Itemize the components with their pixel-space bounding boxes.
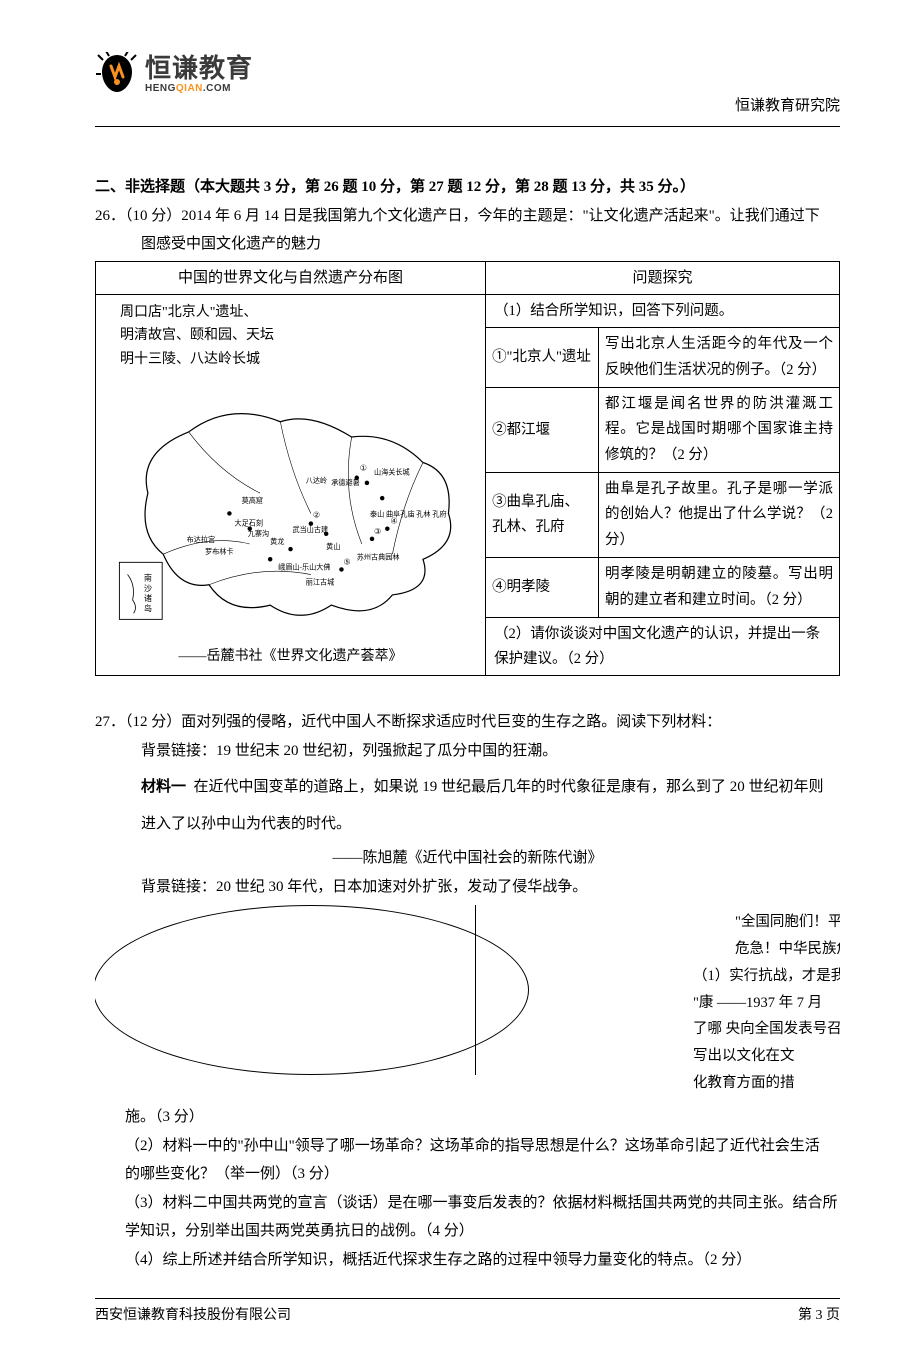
svg-text:⑤: ⑤ [344,557,351,566]
map-annot-line: 明十三陵、八达岭长城 [120,348,274,372]
svg-text:②: ② [313,510,320,519]
mat1-label: 材料一 [141,778,186,795]
logo-text: 恒谦教育 HENGQIAN.COM [145,54,253,94]
q27-lead: 27．（12 分）面对列强的侵略，近代中国人不断探求适应时代巨变的生存之路。阅读… [95,708,840,737]
logo-en-text: HENGQIAN.COM [145,83,253,94]
q26-map-area: 周口店"北京人"遗址、 明清故宫、颐和园、天坛 明十三陵、八达岭长城 [96,295,485,676]
map-annot-line: 明清故宫、颐和园、天坛 [120,324,274,348]
map-annot-line: 周口店"北京人"遗址、 [120,301,274,325]
q26-left-title: 中国的世界文化与自然遗产分布图 [96,262,485,295]
q27-sub4: （4）综上所述并结合所学知识，概括近代探求生存之路的过程中领导力量变化的特点。（… [95,1246,840,1275]
svg-text:丽江古城: 丽江古城 [306,577,334,586]
svg-text:③: ③ [374,526,381,535]
q26-row2-label: ②都江堰 [486,388,599,472]
oval-r2: 危急！中华民族危急 [735,936,840,963]
header-rule [95,126,840,127]
svg-text:苏州古典园林: 苏州古典园林 [357,552,400,561]
svg-text:岛: 岛 [144,603,152,613]
q26-left-col: 中国的世界文化与自然遗产分布图 周口店"北京人"遗址、 明清故宫、颐和园、天坛 … [96,262,486,676]
q26-lead-2: 图感受中国文化遗产的魅力 [95,230,840,259]
svg-text:诸: 诸 [144,594,152,603]
q26-row-1: ①"北京人"遗址 写出北京人生活距今的年代及一个反映他们生活状况的例子。（2 分… [486,328,839,388]
svg-text:武当山古建: 武当山古建 [293,524,329,533]
q26-foot-row: （2）请你谈谈对中国文化遗产的认识，并提出一条保护建议。（2 分） [486,618,839,675]
q26-right-col: 问题探究 （1）结合所学知识，回答下列问题。 ①"北京人"遗址 写出北京人生活距… [486,262,839,676]
svg-text:黄龙: 黄龙 [270,536,284,545]
oval-r1: "全国同胞们！平 [735,909,840,936]
q27-mat1-b: 进入了以孙中山为代表的时代。 [95,810,840,839]
oval-r6: 写出以文化在文 [693,1043,840,1070]
svg-text:山海关长城: 山海关长城 [374,467,410,476]
oval-r3: （1）实行抗战，才是我们 [693,963,840,990]
oval-divider [475,905,476,1075]
oval-r7: 化教育方面的措 [693,1070,840,1097]
svg-text:布达拉宫: 布达拉宫 [187,534,216,543]
svg-text:沙: 沙 [144,583,152,592]
q26-row4-label: ④明孝陵 [486,558,599,617]
svg-text:承德避暑: 承德避暑 [331,477,360,486]
q26-map-annot: 周口店"北京人"遗址、 明清故宫、颐和园、天坛 明十三陵、八达岭长城 [120,301,274,372]
page-footer: 西安恒谦教育科技股份有限公司 第 3 页 [95,1299,840,1328]
oval-r5: 了哪 央向全国发表号召抗 [693,1016,840,1043]
q27-sub3b: 学知识，分别举出国共两党英勇抗日的战例。（4 分） [95,1217,840,1246]
logo-block: 恒谦教育 HENGQIAN.COM [95,52,840,96]
oval-right-text: "全国同胞们！平 危急！中华民族危急 （1）实行抗战，才是我们 "康 ——193… [735,909,840,1097]
section-2: 二、非选择题（本大题共 3 分，第 26 题 10 分，第 27 题 12 分，… [95,173,840,676]
q27-mat1: 材料一 在近代中国变革的道路上，如果说 19 世纪最后几年的时代象征是康有，那么… [95,773,840,802]
svg-text:①: ① [360,463,367,472]
q27-block: 27．（12 分）面对列强的侵略，近代中国人不断探求适应时代巨变的生存之路。阅读… [95,708,840,1274]
oval-shape-left [95,905,529,1075]
china-map-icon: ① ② ③ ④ ⑤ 八达岭承德避暑 山海关长城 莫高窟 九寨沟黄龙 武当山古建 [100,381,481,636]
q27-bg2: 背景链接：20 世纪 30 年代，日本加速对外扩张，发动了侵华战争。 [95,873,840,902]
q27-oval-area: "全国同胞们！平 危急！中华民族危急 （1）实行抗战，才是我们 "康 ——193… [95,903,840,1099]
q26-right-title: 问题探究 [486,262,839,295]
footer-company: 西安恒谦教育科技股份有限公司 [95,1303,291,1328]
logo-mark-icon [95,52,139,96]
q27-sub2a: （2）材料一中的"孙中山"领导了哪一场革命？这场革命的指导思想是什么？这场革命引… [95,1132,840,1161]
logo-cn-text: 恒谦教育 [145,54,253,83]
oval-r4: "康 ——1937 年 7 月 [693,990,840,1017]
svg-text:南: 南 [144,572,152,582]
institute-name: 恒谦教育研究院 [735,93,840,120]
q26-table: 中国的世界文化与自然遗产分布图 周口店"北京人"遗址、 明清故宫、颐和园、天坛 … [95,261,840,677]
svg-text:罗布林卡: 罗布林卡 [205,547,234,556]
mat1-body: 在近代中国变革的道路上，如果说 19 世纪最后几年的时代象征是康有，那么到了 2… [194,779,824,795]
page-header: 恒谦教育 HENGQIAN.COM 恒谦教育研究院 [95,52,840,120]
q26-row3-text: 曲阜是孔子故里。孔子是哪一学派的创始人？他提出了什么学说？（2 分） [599,473,839,557]
q26-row3-label: ③曲阜孔庙、孔林、孔府 [486,473,599,557]
footer-page: 第 3 页 [798,1303,840,1328]
q26-row-3: ③曲阜孔庙、孔林、孔府 曲阜是孔子故里。孔子是哪一学派的创始人？他提出了什么学说… [486,473,839,558]
svg-text:九寨沟: 九寨沟 [248,528,269,537]
section-2-heading: 二、非选择题（本大题共 3 分，第 26 题 10 分，第 27 题 12 分，… [95,173,840,202]
q26-row1-text: 写出北京人生活距今的年代及一个反映他们生活状况的例子。（2 分） [599,328,839,387]
q26-row4-text: 明孝陵是明朝建立的陵墓。写出明朝的建立者和建立时间。（2 分） [599,558,839,617]
svg-text:莫高窟: 莫高窟 [242,496,263,505]
svg-text:黄山: 黄山 [326,542,340,551]
svg-text:八达岭: 八达岭 [306,475,327,484]
q27-bg1: 背景链接：19 世纪末 20 世纪初，列强掀起了瓜分中国的狂潮。 [95,737,840,766]
q26-subhead: （1）结合所学知识，回答下列问题。 [486,295,839,329]
q26-row-2: ②都江堰 都江堰是闻名世界的防洪灌溉工程。它是战国时期哪个国家谁主持修筑的？（2… [486,388,839,473]
svg-text:大足石刻: 大足石刻 [235,518,263,527]
svg-text:峨眉山-乐山大佛: 峨眉山-乐山大佛 [278,562,330,571]
svg-text:泰山 曲阜孔庙 孔林 孔府: 泰山 曲阜孔庙 孔林 孔府 [370,509,447,518]
q26-lead-1: 26．（10 分）2014 年 6 月 14 日是我国第九个文化遗产日，今年的主… [95,202,840,231]
q27-mat1-src: ——陈旭麓《近代中国社会的新陈代谢》 [95,844,840,873]
q27-sub3a: （3）材料二中国共两党的宣言（谈话）是在哪一事变后发表的？依据材料概括国共两党的… [95,1189,840,1218]
q26-row1-label: ①"北京人"遗址 [486,328,599,387]
q26-row2-text: 都江堰是闻名世界的防洪灌溉工程。它是战国时期哪个国家谁主持修筑的？（2 分） [599,388,839,472]
q27-sub2b: 的哪些变化？（举一例）（3 分） [95,1160,840,1189]
q27-shi: 施。（3 分） [95,1103,840,1132]
q26-row-4: ④明孝陵 明孝陵是明朝建立的陵墓。写出明朝的建立者和建立时间。（2 分） [486,558,839,618]
q26-map-caption: ——岳麓书社《世界文化遗产荟萃》 [96,644,485,669]
